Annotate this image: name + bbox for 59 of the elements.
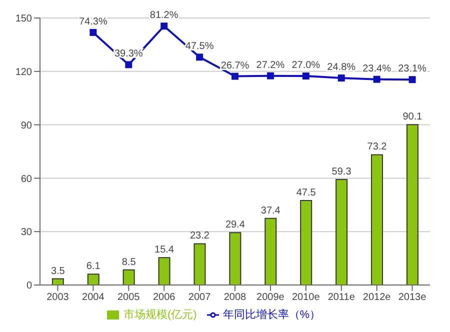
data-label: 29.4 [225,220,246,231]
x-tick-label: 2006 [152,292,176,304]
x-tick-label: 2011e [328,292,356,304]
legend-label: 年同比增长率（%） [222,309,321,321]
data-label: 47.5 [296,187,316,198]
y-tick-label: 0 [26,280,32,292]
bar [371,154,383,285]
data-label: 26.7% [220,60,250,72]
point [373,76,380,83]
point [232,72,238,80]
x-tick-label: 2009e [256,292,285,304]
point [160,22,168,30]
data-label: 27.0% [292,60,320,72]
point [408,76,416,84]
data-label: 74.3% [79,16,108,28]
bar [406,124,418,285]
point [125,61,132,68]
y-tick-label: 120 [15,66,32,78]
bar [300,200,312,285]
point [266,72,274,80]
x-tick-label: 2004 [82,292,105,304]
bar [158,257,170,285]
x-tick-label: 2003 [46,292,70,304]
point [302,72,310,80]
data-label: 15.4 [154,244,174,256]
point [338,74,345,82]
x-tick-label: 2005 [118,292,140,304]
x-tick-label: 2013e [398,292,427,304]
data-label: 6.1 [86,261,101,272]
data-label: 3.5 [50,266,66,277]
data-label: 8.5 [122,256,136,268]
data-label: 73.2 [367,142,388,153]
point [196,54,204,61]
y-tick-label: 150 [15,14,32,25]
x-tick-label: 2007 [188,292,212,304]
bar [194,243,206,285]
data-label: 90.1 [402,112,423,123]
data-label: 23.2 [190,230,210,242]
data-label: 59.3 [332,166,352,178]
bar [264,218,277,285]
y-tick-label: 30 [20,227,32,238]
data-label: 37.4 [260,205,281,216]
data-label: 23.1% [398,64,427,75]
data-label: 24.8% [327,62,356,74]
y-tick-label: 60 [20,174,32,185]
legend-label: 市场规模(亿元) [123,309,197,321]
data-label: 81.2% [150,10,178,22]
data-label: 27.2% [256,60,285,71]
bar [122,269,135,285]
bar [229,232,242,285]
x-tick-label: 2008 [224,292,247,304]
x-tick-label: 2012e [362,292,392,304]
bar [87,274,100,285]
bar [336,178,348,285]
y-tick-label: 90 [20,120,32,132]
data-label: 23.4% [362,63,392,74]
x-tick-label: 2010e [292,292,320,304]
bar [52,278,64,285]
point [90,28,97,36]
